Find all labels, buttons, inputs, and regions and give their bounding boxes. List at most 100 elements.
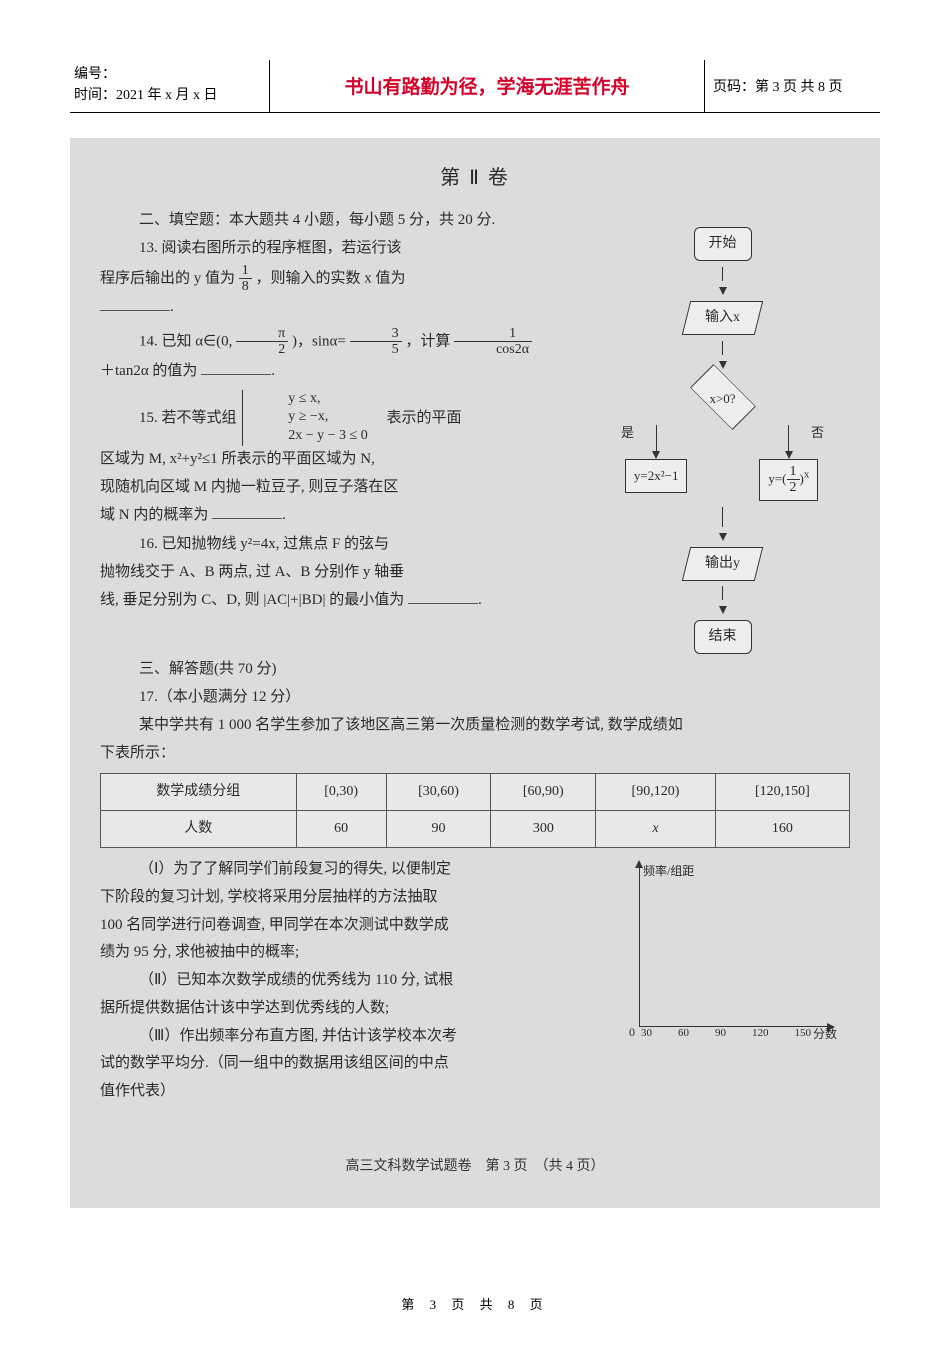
frac-den: 2 — [787, 480, 800, 495]
q14-fr2: 3 5 — [350, 326, 402, 358]
q17-III-2: 试的数学平均分.（同一组中的数据用该组区间的中点 — [100, 1050, 613, 1078]
fill-blank — [100, 296, 170, 311]
q17-III-3: 值作代表） — [100, 1078, 613, 1106]
doc-header: 编号： 时间：2021 年 x 月 x 日 书山有路勤为径，学海无涯苦作舟 页码… — [70, 60, 880, 113]
branch-left: y=2x²−1 — [595, 425, 717, 501]
serial-label: 编号： — [74, 64, 263, 85]
flow-left-expr: y=2x²−1 — [625, 459, 688, 493]
q14-mid2: ，计算 — [405, 333, 450, 349]
q15-pre: 15. 若不等式组 — [139, 409, 237, 425]
header-motto: 书山有路勤为径，学海无涯苦作舟 — [270, 60, 705, 112]
table-header-row: 数学成绩分组 [0,30) [30,60) [60,90) [90,120) [… — [101, 774, 850, 811]
time-label: 时间：2021 年 x 月 x 日 — [74, 85, 263, 106]
arrow-down-icon — [719, 287, 727, 295]
flow-start: 开始 — [694, 227, 752, 261]
sys1: y ≤ x, — [249, 390, 367, 409]
header-page: 页码：第 3 页 共 8 页 — [705, 60, 880, 112]
flow-cond: x>0? — [680, 387, 766, 411]
x-ticks: 30 60 90 120 150 — [639, 1023, 813, 1043]
q14-fr3: 1 cos2α — [454, 326, 532, 358]
fill-blank — [212, 504, 282, 519]
q17-II-1: （Ⅱ）已知本次数学成绩的优秀线为 110 分, 试根 — [100, 967, 613, 995]
axes: 频率/组距 分数 0 30 60 90 120 150 — [625, 860, 835, 1045]
y-axis — [639, 866, 640, 1027]
q17-text: （Ⅰ）为了了解同学们前段复习的得失, 以便制定 下阶段的复习计划, 学校将采用分… — [100, 856, 613, 1106]
flow-output-text: 输出y — [705, 551, 740, 577]
td: 300 — [491, 811, 596, 848]
flow-input: 输入x — [682, 301, 763, 335]
frac-den: 8 — [239, 279, 252, 294]
q17-I-2: 下阶段的复习计划, 学校将采用分层抽样的方法抽取 — [100, 884, 613, 912]
frac-num: 1 — [787, 464, 800, 480]
td: 160 — [715, 811, 849, 848]
frac-num: 1 — [454, 326, 532, 342]
tick: 30 — [641, 1023, 652, 1043]
q15-l4: 域 N 内的概率为 . — [100, 502, 589, 530]
flow-decision: x>0? — [680, 375, 766, 419]
flow-connector — [722, 507, 723, 527]
flow-right-expr: y=(12)x — [759, 459, 818, 501]
td: 60 — [296, 811, 386, 848]
scanned-page: 第 Ⅱ 卷 二、填空题：本大题共 4 小题，每小题 5 分，共 20 分. 13… — [70, 138, 880, 1208]
th: 数学成绩分组 — [101, 774, 297, 811]
q15-system: y ≤ x, y ≥ −x, 2x − y − 3 ≤ 0 — [242, 390, 367, 447]
part-title: 第 Ⅱ 卷 — [100, 160, 850, 197]
q14-pre: 14. 已知 α∈(0, — [139, 333, 232, 349]
flowchart: 开始 输入x x>0? 是 否 y=2x²−1 — [595, 227, 850, 654]
section3-intro: 三、解答题(共 70 分) — [100, 656, 850, 684]
td: x — [596, 811, 716, 848]
th: [120,150] — [715, 774, 849, 811]
flow-output: 输出y — [682, 547, 763, 581]
sys2: y ≥ −x, — [249, 408, 367, 427]
q14-tail-line: ＋tan2α 的值为 . — [100, 358, 589, 386]
origin-label: 0 — [629, 1021, 635, 1043]
q13-post: ，则输入的实数 x 值为 — [256, 270, 406, 286]
branch-yes-label: 是 — [621, 421, 634, 445]
flow-branch: 是 否 y=2x²−1 y=(12)x — [595, 425, 850, 501]
flowchart-column: 开始 输入x x>0? 是 否 y=2x²−1 — [595, 207, 850, 654]
frac-den: cos2α — [454, 342, 532, 357]
text-column: 二、填空题：本大题共 4 小题，每小题 5 分，共 20 分. 13. 阅读右图… — [100, 207, 595, 654]
score-table: 数学成绩分组 [0,30) [30,60) [60,90) [90,120) [… — [100, 773, 850, 848]
right-expr-frac: 12 — [787, 464, 800, 496]
page: 编号： 时间：2021 年 x 月 x 日 书山有路勤为径，学海无涯苦作舟 页码… — [0, 0, 950, 1353]
q16-l3-text: 线, 垂足分别为 C、D, 则 |AC|+|BD| 的最小值为 — [100, 592, 404, 608]
q15-l2: 区域为 M, x²+y²≤1 所表示的平面区域为 N, — [100, 446, 589, 474]
q15-l3: 现随机向区域 M 内抛一粒豆子, 则豆子落在区 — [100, 474, 589, 502]
frac-den: 2 — [236, 342, 288, 357]
page-footer: 第 3 页 共 8 页 — [70, 1294, 880, 1313]
q17-I-1: （Ⅰ）为了了解同学们前段复习的得失, 以便制定 — [100, 856, 613, 884]
fill-blank — [201, 360, 271, 375]
td: 90 — [386, 811, 491, 848]
th: [60,90) — [491, 774, 596, 811]
q16-l2: 抛物线交于 A、B 两点, 过 A、B 分别作 y 轴垂 — [100, 559, 589, 587]
q13-line1: 13. 阅读右图所示的程序框图，若运行该 — [100, 235, 589, 263]
q16-l3: 线, 垂足分别为 C、D, 则 |AC|+|BD| 的最小值为 . — [100, 587, 589, 615]
q13-line2: 程序后输出的 y 值为 1 8 ，则输入的实数 x 值为 — [100, 263, 589, 295]
histogram-area: 频率/组距 分数 0 30 60 90 120 150 — [625, 856, 850, 1106]
branch-right: y=(12)x — [728, 425, 850, 501]
tick: 150 — [795, 1023, 812, 1043]
q14: 14. 已知 α∈(0, π 2 )，sinα= 3 5 ，计算 1 cos2α — [100, 326, 589, 358]
td: 人数 — [101, 811, 297, 848]
arrow-down-icon — [652, 451, 660, 459]
q17-head: 17.（本小题满分 12 分） — [100, 684, 850, 712]
q13-pre: 程序后输出的 y 值为 — [100, 270, 235, 286]
q17-I-4: 绩为 95 分, 求他被抽中的概率; — [100, 939, 613, 967]
arrow-down-icon — [719, 606, 727, 614]
arrow-down-icon — [719, 533, 727, 541]
q14-mid1: )，sinα= — [292, 333, 346, 349]
flow-connector — [722, 267, 723, 281]
table-row: 人数 60 90 300 x 160 — [101, 811, 850, 848]
q17-III-1: （Ⅲ）作出频率分布直方图, 并估计该学校本次考 — [100, 1023, 613, 1051]
q15-l4-text: 域 N 内的概率为 — [100, 507, 208, 523]
frac-den: 5 — [350, 342, 402, 357]
q16-l1: 16. 已知抛物线 y²=4x, 过焦点 F 的弦与 — [100, 531, 589, 559]
right-expr-pow: x — [804, 468, 809, 480]
frac-num: π — [236, 326, 288, 342]
section2-intro: 二、填空题：本大题共 4 小题，每小题 5 分，共 20 分. — [100, 207, 589, 235]
q13-frac: 1 8 — [239, 263, 252, 295]
flow-connector — [788, 425, 789, 451]
q17-I-3: 100 名同学进行问卷调查, 甲同学在本次测试中数学成 — [100, 912, 613, 940]
th: [30,60) — [386, 774, 491, 811]
